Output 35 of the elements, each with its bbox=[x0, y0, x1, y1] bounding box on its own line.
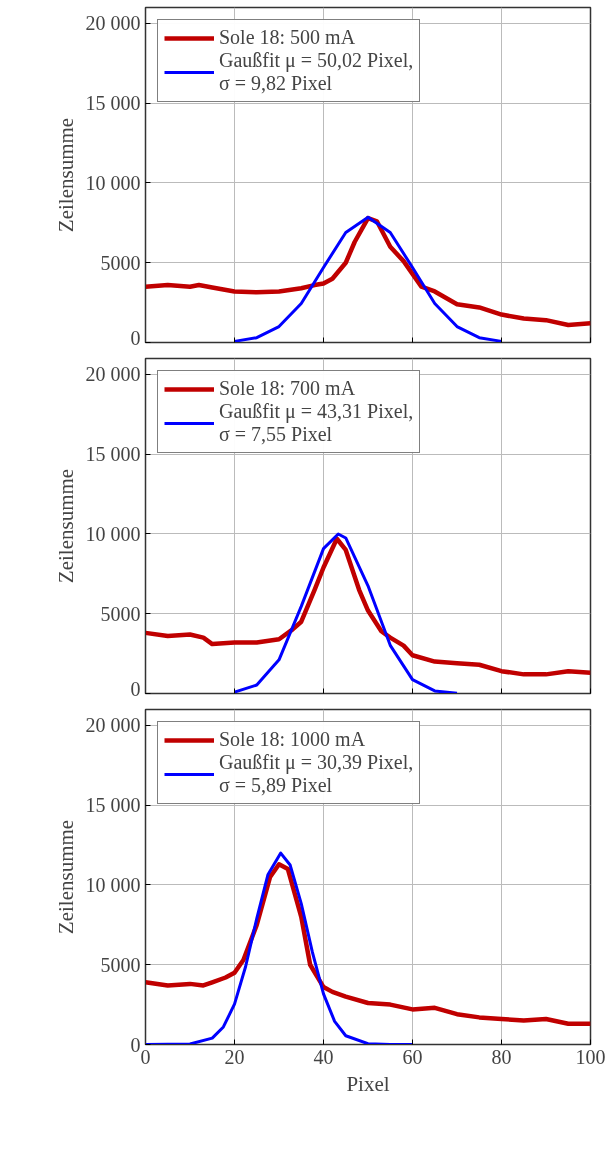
y-tick-label: 20 000 bbox=[85, 714, 141, 737]
y-tick-label: 10 000 bbox=[85, 171, 141, 194]
legend-label: Sole 18: 1000 mA bbox=[219, 728, 366, 751]
y-tick-label: 15 000 bbox=[85, 794, 141, 817]
line-series bbox=[145, 215, 591, 328]
legend-label: Sole 18: 700 mA bbox=[219, 377, 356, 400]
x-axis-title: Pixel bbox=[346, 1071, 390, 1096]
y-tick-label: 5000 bbox=[100, 953, 141, 976]
legend-label: Gaußfit μ = 50,02 Pixel, σ = 9,82 Pixel bbox=[219, 49, 414, 95]
line-series bbox=[145, 536, 591, 677]
x-tick-label: 80 bbox=[491, 1045, 512, 1068]
y-tick-label: 5000 bbox=[100, 251, 141, 274]
x-tick-label: 60 bbox=[402, 1045, 423, 1068]
y-axis-title: Zeilensumme bbox=[53, 117, 78, 233]
line-series bbox=[233, 215, 503, 343]
y-tick-label: 15 000 bbox=[85, 92, 141, 115]
line-series bbox=[145, 861, 591, 1027]
legend-label: Sole 18: 500 mA bbox=[219, 26, 356, 49]
line-series bbox=[145, 851, 414, 1045]
y-tick-label: 10 000 bbox=[85, 522, 141, 545]
y-tick-label: 0 bbox=[130, 326, 141, 349]
y-tick-label: 20 000 bbox=[85, 12, 141, 35]
y-tick-label: 15 000 bbox=[85, 443, 141, 466]
y-tick-label: 0 bbox=[130, 677, 141, 700]
y-axis-title: Zeilensumme bbox=[53, 819, 78, 935]
y-axis-title: Zeilensumme bbox=[53, 468, 78, 584]
x-tick-label: 40 bbox=[313, 1045, 334, 1068]
legend-label: Gaußfit μ = 30,39 Pixel, σ = 5,89 Pixel bbox=[219, 751, 414, 797]
y-tick-label: 5000 bbox=[100, 602, 141, 625]
y-tick-label: 10 000 bbox=[85, 873, 141, 896]
x-tick-label: 100 bbox=[575, 1045, 606, 1068]
legend-label: Gaußfit μ = 43,31 Pixel, σ = 7,55 Pixel bbox=[219, 400, 414, 446]
line-series bbox=[233, 532, 459, 694]
y-tick-label: 20 000 bbox=[85, 363, 141, 386]
x-tick-label: 20 bbox=[224, 1045, 245, 1068]
